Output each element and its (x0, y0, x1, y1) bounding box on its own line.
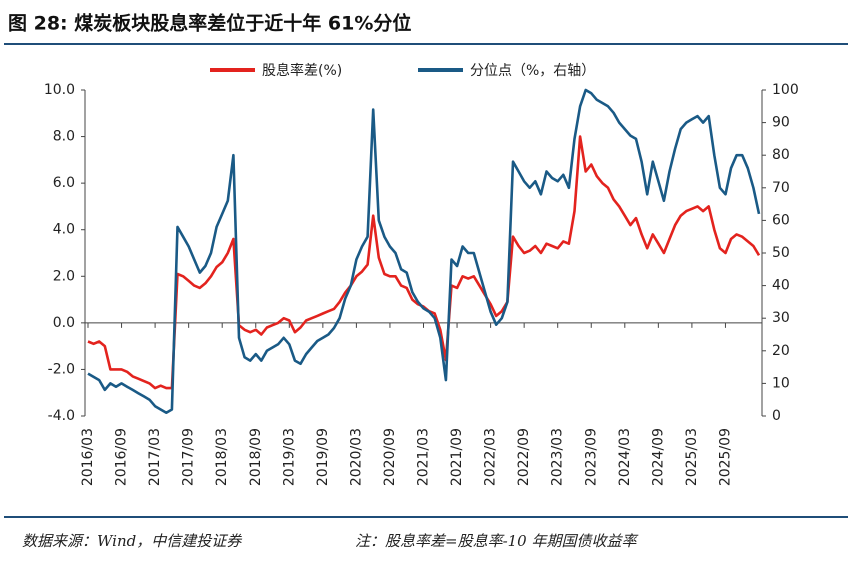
chart-title: 图 28: 煤炭板块股息率差位于近十年 61%分位 (8, 12, 411, 35)
x-tick-label: 2022/03 (483, 428, 499, 486)
x-tick-label: 2018/09 (248, 428, 264, 486)
y2-tick-label: 40 (772, 278, 790, 294)
x-tick-label: 2018/03 (214, 428, 230, 486)
x-tick-label: 2016/03 (80, 428, 96, 486)
y-tick-label: 10.0 (44, 82, 75, 98)
y2-tick-label: 80 (772, 147, 790, 163)
y-tick-label: 0.0 (53, 315, 75, 331)
y2-tick-label: 10 (772, 375, 790, 391)
x-tick-label: 2025/09 (717, 428, 733, 486)
y2-tick-label: 100 (772, 82, 799, 98)
y-tick-label: -4.0 (48, 408, 75, 424)
x-tick-label: 2025/03 (684, 428, 700, 486)
y-tick-label: 2.0 (53, 268, 75, 284)
x-tick-label: 2017/09 (181, 428, 197, 486)
y2-tick-label: 20 (772, 343, 790, 359)
x-tick-label: 2022/09 (516, 428, 532, 486)
y-tick-label: 8.0 (53, 129, 75, 145)
y2-tick-label: 30 (772, 310, 790, 326)
series-line (87, 135, 761, 390)
y2-tick-label: 60 (772, 212, 790, 228)
y2-tick-label: 50 (772, 245, 790, 261)
y-tick-label: 4.0 (53, 222, 75, 238)
x-tick-label: 2020/03 (348, 428, 364, 486)
x-tick-label: 2016/09 (114, 428, 130, 486)
x-tick-label: 2023/09 (583, 428, 599, 486)
y2-tick-label: 70 (772, 180, 790, 196)
legend-label: 股息率差(%) (262, 62, 342, 79)
source: 数据来源：Wind，中信建投证券 (22, 532, 242, 550)
x-tick-label: 2021/09 (449, 428, 465, 486)
y2-tick-label: 90 (772, 115, 790, 131)
x-tick-label: 2024/09 (650, 428, 666, 486)
x-tick-label: 2017/03 (147, 428, 163, 486)
x-tick-label: 2019/03 (281, 428, 297, 486)
series-line (87, 88, 761, 414)
x-tick-label: 2023/03 (550, 428, 566, 486)
legend-label: 分位点（%，右轴） (470, 63, 595, 79)
x-tick-label: 2019/09 (315, 428, 331, 486)
y-tick-label: -2.0 (48, 361, 75, 377)
y2-tick-label: 0 (772, 408, 781, 424)
note: 注：股息率差=股息率-10 年期国债收益率 (355, 532, 638, 550)
y-tick-label: 6.0 (53, 175, 75, 191)
x-tick-label: 2020/09 (382, 428, 398, 486)
x-tick-label: 2021/03 (416, 428, 432, 486)
x-tick-label: 2024/03 (617, 428, 633, 486)
